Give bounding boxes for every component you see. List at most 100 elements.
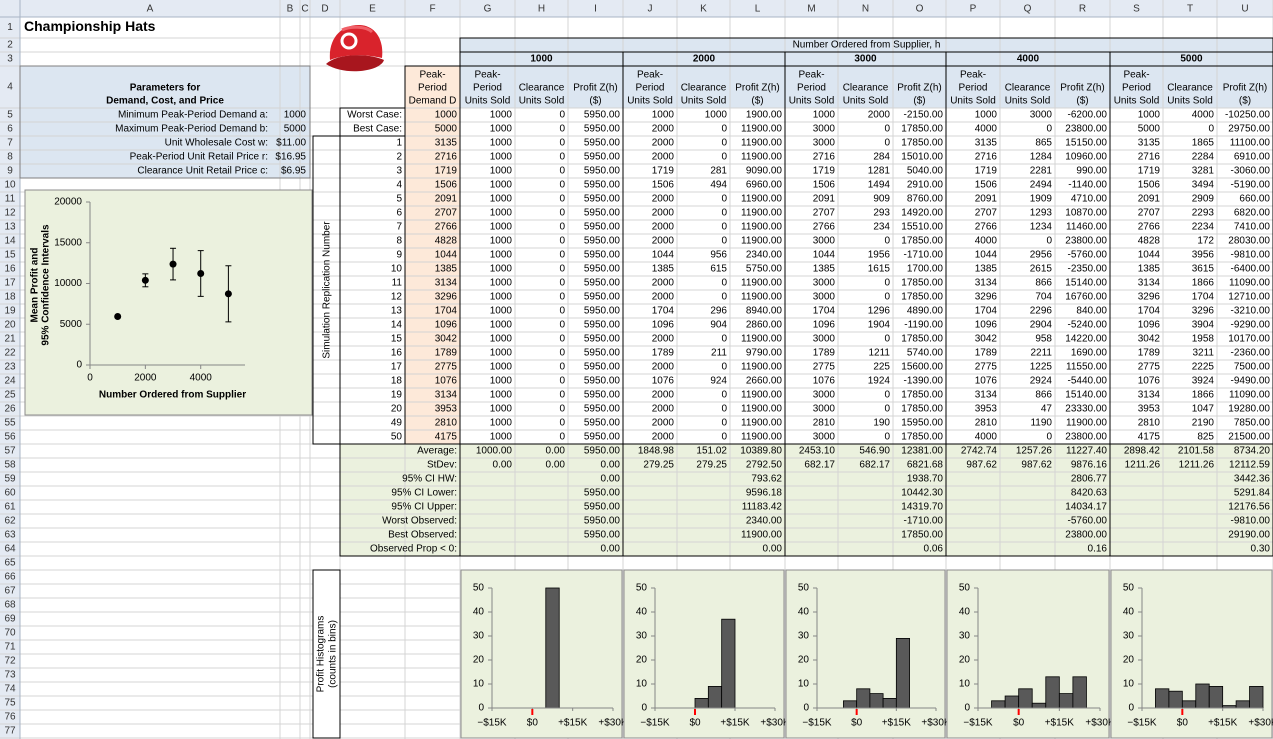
y-tick-label: 40 <box>1123 607 1135 618</box>
data-cell: 3134 <box>1138 278 1161 289</box>
histogram-area <box>1110 569 1273 739</box>
data-cell: 2775 <box>975 362 998 373</box>
column-subheader: ($) <box>1239 96 1251 107</box>
data-cell: 1719 <box>1138 166 1161 177</box>
demand-cell: 1704 <box>435 306 458 317</box>
data-cell: 0 <box>559 334 565 345</box>
parameter-value: $11.00 <box>276 138 306 149</box>
summary-label-border <box>339 443 461 557</box>
histogram-bar <box>1168 690 1183 709</box>
data-cell: 4000 <box>975 124 998 135</box>
data-cell: -10250.00 <box>1225 110 1270 121</box>
data-cell: 5950.00 <box>584 334 621 345</box>
column-subheader: Clearance <box>681 83 727 94</box>
histogram-bar <box>882 698 897 709</box>
data-cell: 11900.00 <box>1066 418 1107 429</box>
data-cell: 15950.00 <box>901 418 943 429</box>
y-tick-label: 0 <box>76 360 82 371</box>
data-cell: 1506 <box>1138 180 1161 191</box>
data-cell: 1866 <box>1192 278 1215 289</box>
data-cell: 1096 <box>1138 320 1161 331</box>
data-cell: -2150.00 <box>904 110 944 121</box>
x-tick-label: +$30K <box>598 718 628 729</box>
summary-cell: 0.30 <box>1251 544 1271 555</box>
summary-cell: 5950.00 <box>584 488 621 499</box>
column-header: E <box>369 4 376 15</box>
data-cell: 2281 <box>1030 166 1053 177</box>
data-cell: 1506 <box>975 180 998 191</box>
data-cell: 909 <box>873 194 890 205</box>
data-cell: 11900.00 <box>741 432 782 443</box>
summary-cell: 10389.80 <box>740 446 782 457</box>
column-header: B <box>287 4 294 15</box>
data-cell: 5950.00 <box>584 208 621 219</box>
data-cell: 2860.00 <box>746 320 783 331</box>
histogram-label: Profit Histograms <box>316 616 327 693</box>
row-header: 7 <box>7 138 13 149</box>
x-tick-label: +$30K <box>760 718 790 729</box>
column-subheader: Period <box>797 83 826 94</box>
summary-cell: 682.17 <box>804 460 835 471</box>
data-cell: -2360.00 <box>1231 348 1271 359</box>
column-subheader: ($) <box>751 96 763 107</box>
histogram-bar <box>1181 700 1197 709</box>
y-tick-label: 0 <box>964 703 970 714</box>
data-cell: 7410.00 <box>1234 222 1271 233</box>
data-cell: 2716 <box>813 152 836 163</box>
data-cell: 2000 <box>652 292 675 303</box>
data-cell: 0 <box>559 292 565 303</box>
demand-cell: 1076 <box>435 376 458 387</box>
data-cell: 2000 <box>652 334 675 345</box>
summary-cell: 8420.63 <box>1071 488 1108 499</box>
summary-cell: 11183.42 <box>742 502 783 513</box>
data-cell: -5760.00 <box>1068 250 1108 261</box>
summary-cell: 5950.00 <box>584 446 621 457</box>
mean-point <box>169 260 177 268</box>
data-cell: 0 <box>884 334 890 345</box>
data-cell: 7850.00 <box>1234 418 1271 429</box>
summary-cell: -5760.00 <box>1068 516 1108 527</box>
y-tick-label: 30 <box>1123 631 1135 642</box>
column-subheader: Units Sold <box>681 96 727 107</box>
y-tick-label: 30 <box>798 631 810 642</box>
summary-label: 95% CI HW: <box>402 474 457 485</box>
summary-cell: 279.25 <box>696 460 727 471</box>
x-tick-label: +$30K <box>1248 718 1273 729</box>
histogram-bar <box>694 698 709 709</box>
data-cell: 1000 <box>490 348 513 359</box>
row-header: 55 <box>4 418 16 429</box>
y-tick-label: 10 <box>798 679 810 690</box>
summary-label: 95% CI Upper: <box>391 502 457 513</box>
data-cell: 1281 <box>868 166 891 177</box>
data-cell: 10960.00 <box>1065 152 1107 163</box>
data-cell: 0 <box>559 418 565 429</box>
data-cell: 2091 <box>813 194 836 205</box>
data-cell: 28030.00 <box>1228 236 1270 247</box>
data-cell: -9810.00 <box>1231 250 1271 261</box>
column-subheader: Peak- <box>474 70 500 81</box>
data-cell: 2190 <box>1192 418 1215 429</box>
x-tick-label: $0 <box>689 718 701 729</box>
row-header: 77 <box>4 726 16 737</box>
data-cell: 2810 <box>975 418 998 429</box>
row-header: 5 <box>7 110 13 121</box>
data-cell: 172 <box>1197 236 1214 247</box>
data-cell: -5440.00 <box>1068 376 1108 387</box>
data-cell: 23800.00 <box>1065 124 1107 135</box>
hat-emblem <box>340 32 358 50</box>
data-cell: 1385 <box>1138 264 1161 275</box>
data-cell: 4175 <box>1138 432 1161 443</box>
column-subheader: Peak- <box>960 70 986 81</box>
data-cell: 4710.00 <box>1071 194 1108 205</box>
row-header: 18 <box>4 292 16 303</box>
x-tick-label: −$15K <box>477 718 507 729</box>
column-subheader: Clearance <box>843 83 889 94</box>
x-tick-label: −$15K <box>1127 718 1157 729</box>
data-cell: 1000 <box>813 110 836 121</box>
data-cell: 9790.00 <box>746 348 783 359</box>
data-cell: 2284 <box>1192 152 1215 163</box>
summary-label: 95% CI Lower: <box>391 488 457 499</box>
x-tick-label: 4000 <box>190 373 213 384</box>
data-cell: 0 <box>884 236 890 247</box>
